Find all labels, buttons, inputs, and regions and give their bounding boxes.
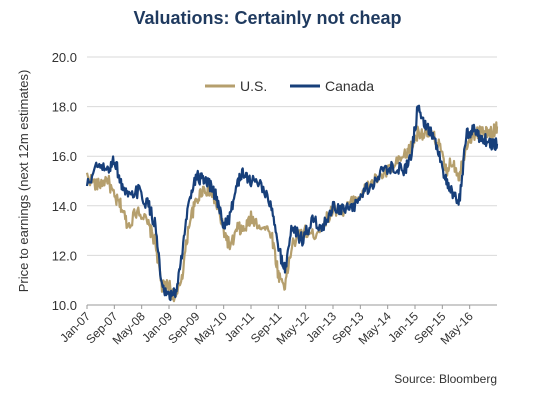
legend-label: Canada <box>325 78 374 94</box>
x-tick-labels: Jan-07Sep-07May-08Jan-09Sep-09May-10Jan-… <box>57 305 476 347</box>
y-tick-label: 20.0 <box>52 50 77 65</box>
series-lines <box>85 104 499 303</box>
series-line-canada <box>85 104 499 302</box>
legend-label: U.S. <box>240 78 267 94</box>
y-tick-label: 18.0 <box>52 100 77 115</box>
source-note: Source: Bloomberg <box>394 372 497 386</box>
y-tick-label: 10.0 <box>52 298 77 313</box>
y-tick-label: 12.0 <box>52 248 77 263</box>
chart-title: Valuations: Certainly not cheap <box>133 8 402 28</box>
y-tick-label: 16.0 <box>52 149 77 164</box>
gridlines <box>87 56 497 306</box>
legend: U.S. Canada <box>205 78 374 94</box>
y-axis-label: Price to earnings (next 12m estimates) <box>16 70 31 293</box>
y-tick-label: 14.0 <box>52 199 77 214</box>
y-tick-labels: 10.0 12.0 14.0 16.0 18.0 20.0 <box>52 50 77 313</box>
